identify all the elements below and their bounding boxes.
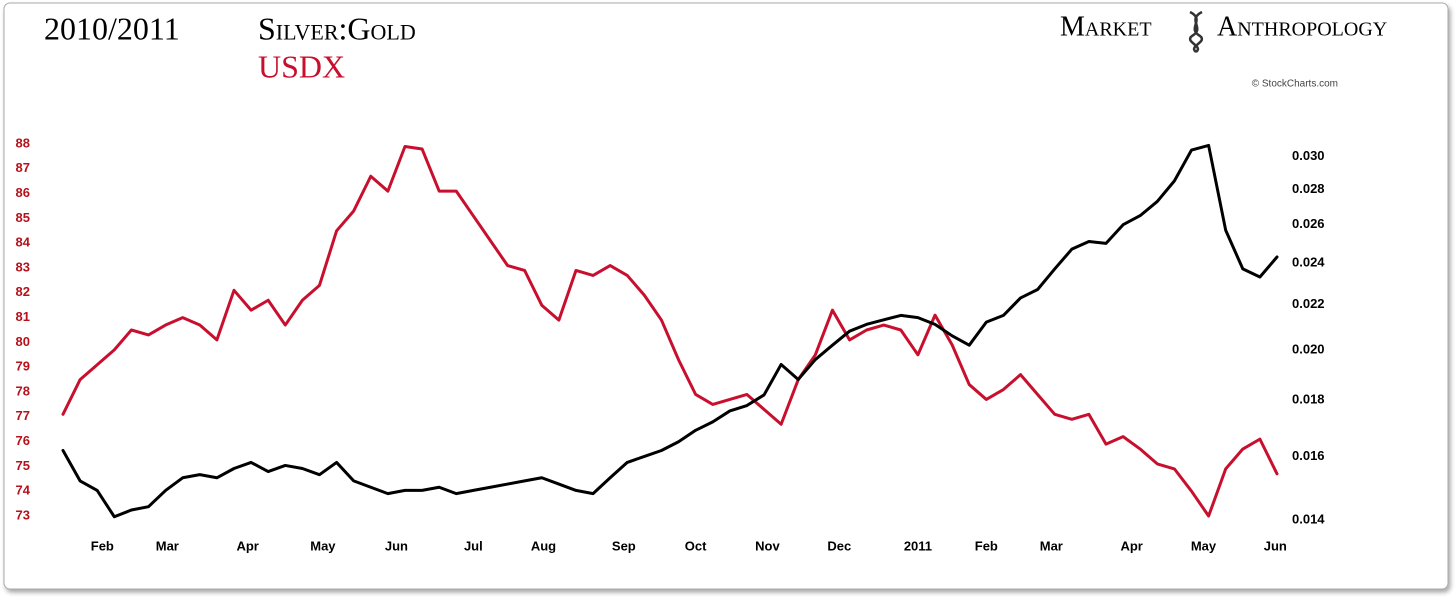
y2-tick-label: 0.028: [1292, 181, 1325, 196]
y2-tick-label: 0.016: [1292, 448, 1325, 463]
x-tick-label: Feb: [975, 538, 998, 553]
y-tick-label: 77: [16, 408, 30, 423]
series-title: Silver:Gold: [258, 10, 416, 46]
y-tick-label: 86: [16, 185, 30, 200]
y-tick-label: 78: [16, 383, 30, 398]
x-tick-label: Apr: [1120, 538, 1142, 553]
y-tick-label: 84: [16, 235, 31, 250]
y-tick-label: 82: [16, 284, 30, 299]
y-tick-label: 87: [16, 160, 30, 175]
dna-icon: [1188, 10, 1204, 53]
x-tick-label: Nov: [755, 538, 780, 553]
chart-title: 2010/2011: [44, 10, 180, 46]
x-tick-label: May: [310, 538, 336, 553]
y2-tick-label: 0.030: [1292, 148, 1325, 163]
y-tick-label: 76: [16, 433, 30, 448]
series-title: USDX: [258, 48, 345, 84]
x-tick-label: Dec: [827, 538, 851, 553]
x-tick-label: Jun: [385, 538, 408, 553]
y-tick-label: 83: [16, 259, 30, 274]
y-tick-label: 80: [16, 334, 30, 349]
y-tick-label: 85: [16, 210, 30, 225]
y2-tick-label: 0.014: [1292, 512, 1325, 527]
y-tick-label: 75: [16, 458, 30, 473]
y-tick-label: 88: [16, 135, 30, 150]
x-tick-label: Feb: [91, 538, 114, 553]
x-tick-label: 2011: [904, 538, 932, 553]
y2-tick-label: 0.020: [1292, 341, 1325, 356]
x-tick-label: Mar: [1040, 538, 1063, 553]
x-tick-label: Sep: [612, 538, 636, 553]
series-line: [61, 143, 1279, 519]
x-tick-label: Apr: [236, 538, 258, 553]
y2-tick-label: 0.024: [1292, 254, 1325, 269]
brand: Anthropology: [1217, 11, 1387, 42]
x-tick-label: Aug: [531, 538, 556, 553]
y2-tick-label: 0.022: [1292, 296, 1325, 311]
credit: © StockCharts.com: [1252, 79, 1338, 90]
y-tick-label: 79: [16, 359, 30, 374]
frame: [3, 2, 1449, 590]
series-line: [61, 144, 1279, 518]
y-tick-label: 74: [16, 483, 31, 498]
x-tick-label: Mar: [156, 538, 179, 553]
x-tick-label: May: [1191, 538, 1217, 553]
y2-tick-label: 0.026: [1292, 216, 1325, 231]
y-tick-label: 73: [16, 507, 30, 522]
brand: Market: [1060, 11, 1152, 42]
y2-tick-label: 0.018: [1292, 392, 1325, 407]
x-tick-label: Jun: [1264, 538, 1287, 553]
x-tick-label: Jul: [464, 538, 483, 553]
x-tick-label: Oct: [685, 538, 707, 553]
y-tick-label: 81: [16, 309, 30, 324]
